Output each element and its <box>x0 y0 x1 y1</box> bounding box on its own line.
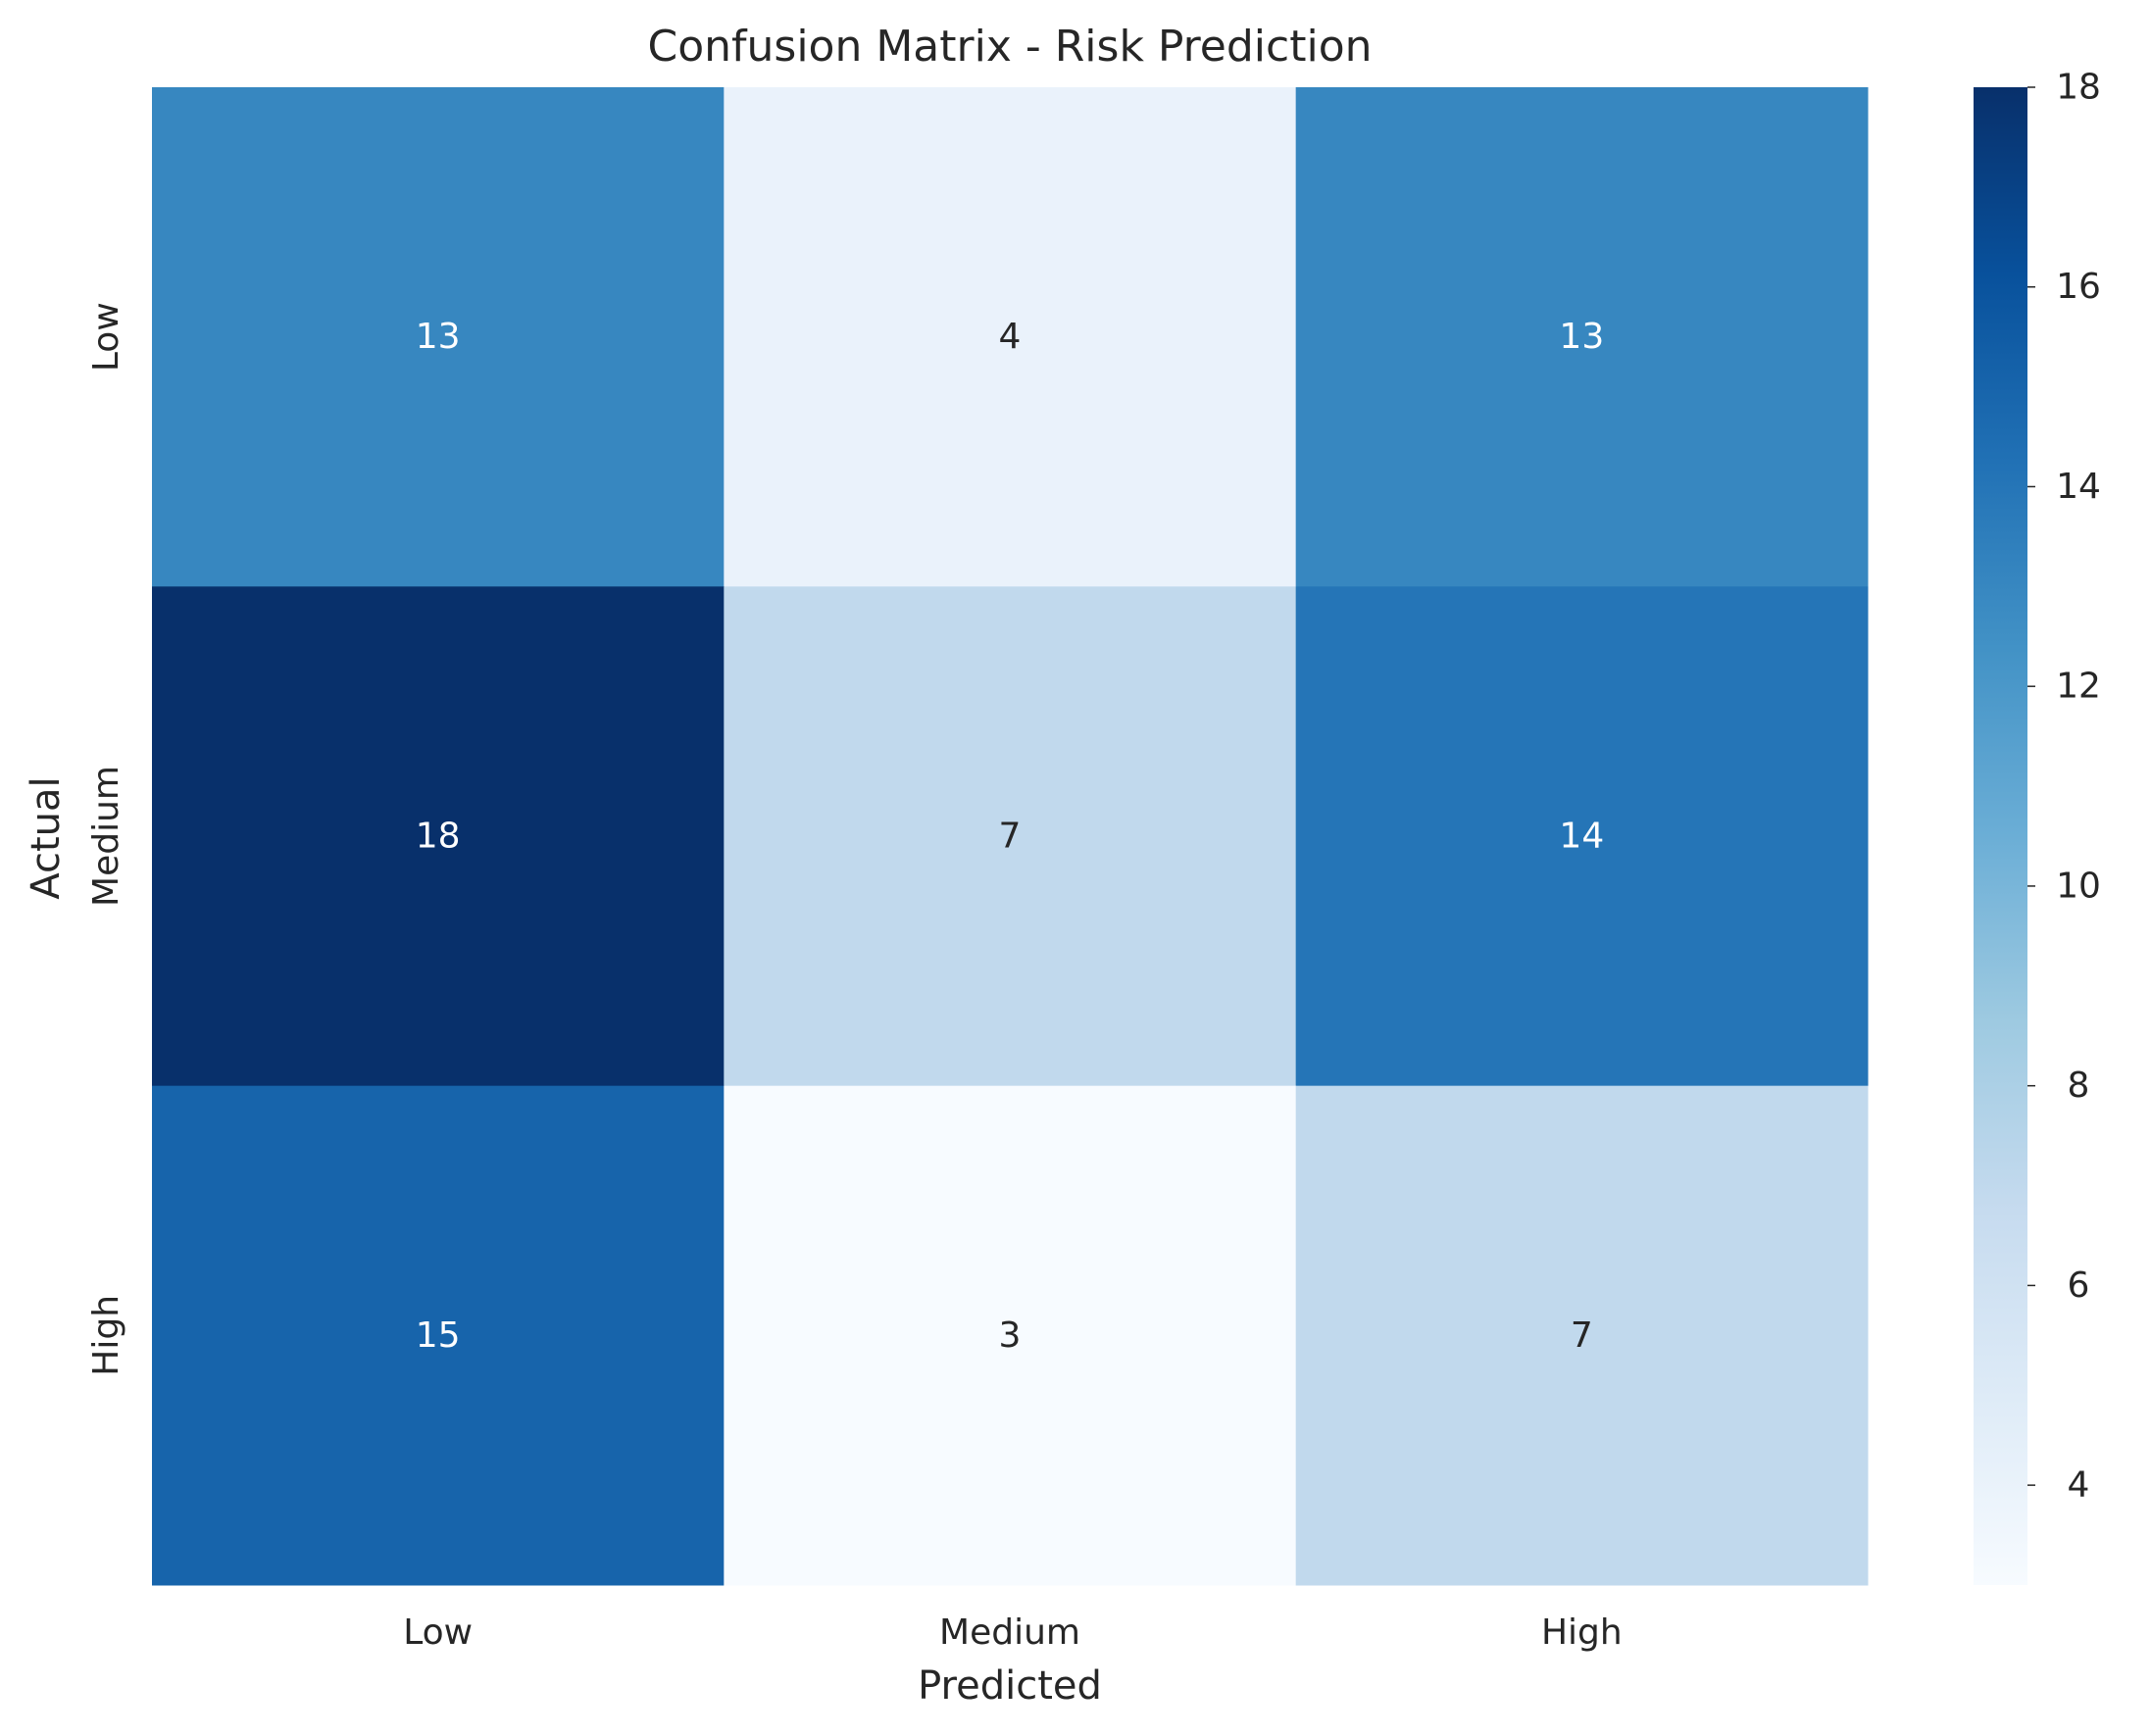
x-tick-labels: Low Medium High <box>403 1612 1622 1653</box>
cell-value-label: 13 <box>416 317 461 357</box>
heatmap-cells <box>152 87 1869 1586</box>
y-axis-label: Actual <box>24 776 69 899</box>
colorbar-tick-label: 18 <box>2056 68 2101 108</box>
x-tick-label: Medium <box>939 1612 1080 1653</box>
colorbar-tick-label: 14 <box>2056 467 2101 507</box>
colorbar-tick-label: 6 <box>2068 1265 2090 1306</box>
x-axis-label: Predicted <box>918 1663 1102 1709</box>
y-tick-label: Medium <box>86 766 126 907</box>
colorbar-tick-label: 4 <box>2068 1465 2090 1506</box>
colorbar-tick-labels: 4 6 8 10 12 14 16 18 <box>2027 68 2101 1506</box>
cell-value-label: 14 <box>1559 817 1604 857</box>
heatmap-cell <box>1295 1085 1869 1586</box>
y-tick-labels: Low Medium High <box>86 302 126 1375</box>
heatmap-cell <box>724 1085 1297 1586</box>
x-tick-label: High <box>1541 1612 1623 1653</box>
colorbar-tick-label: 8 <box>2068 1066 2090 1106</box>
colorbar-tick-label: 16 <box>2056 267 2101 307</box>
colorbar-tick-label: 12 <box>2056 667 2101 707</box>
heatmap-cell <box>152 586 725 1087</box>
heatmap-cell <box>152 1085 725 1586</box>
heatmap-cell <box>1295 87 1869 587</box>
heatmap-cell <box>152 87 725 587</box>
y-tick-label: Low <box>86 302 126 372</box>
chart-title: Confusion Matrix - Risk Prediction <box>648 22 1373 72</box>
cell-value-label: 7 <box>999 817 1022 857</box>
heatmap-cell <box>724 87 1297 587</box>
colorbar <box>1974 87 2027 1585</box>
colorbar-tick-label: 10 <box>2056 866 2101 906</box>
y-tick-label: High <box>86 1295 126 1376</box>
heatmap-cell <box>724 586 1297 1087</box>
cell-value-label: 15 <box>416 1315 461 1356</box>
cell-annotations: 13 4 13 18 7 14 15 3 7 <box>416 317 1604 1356</box>
cell-value-label: 18 <box>416 817 461 857</box>
x-tick-label: Low <box>403 1612 473 1653</box>
cell-value-label: 3 <box>999 1315 1022 1356</box>
cell-value-label: 13 <box>1559 317 1604 357</box>
heatmap-cell <box>1295 586 1869 1087</box>
cell-value-label: 7 <box>1571 1315 1593 1356</box>
cell-value-label: 4 <box>999 317 1022 357</box>
